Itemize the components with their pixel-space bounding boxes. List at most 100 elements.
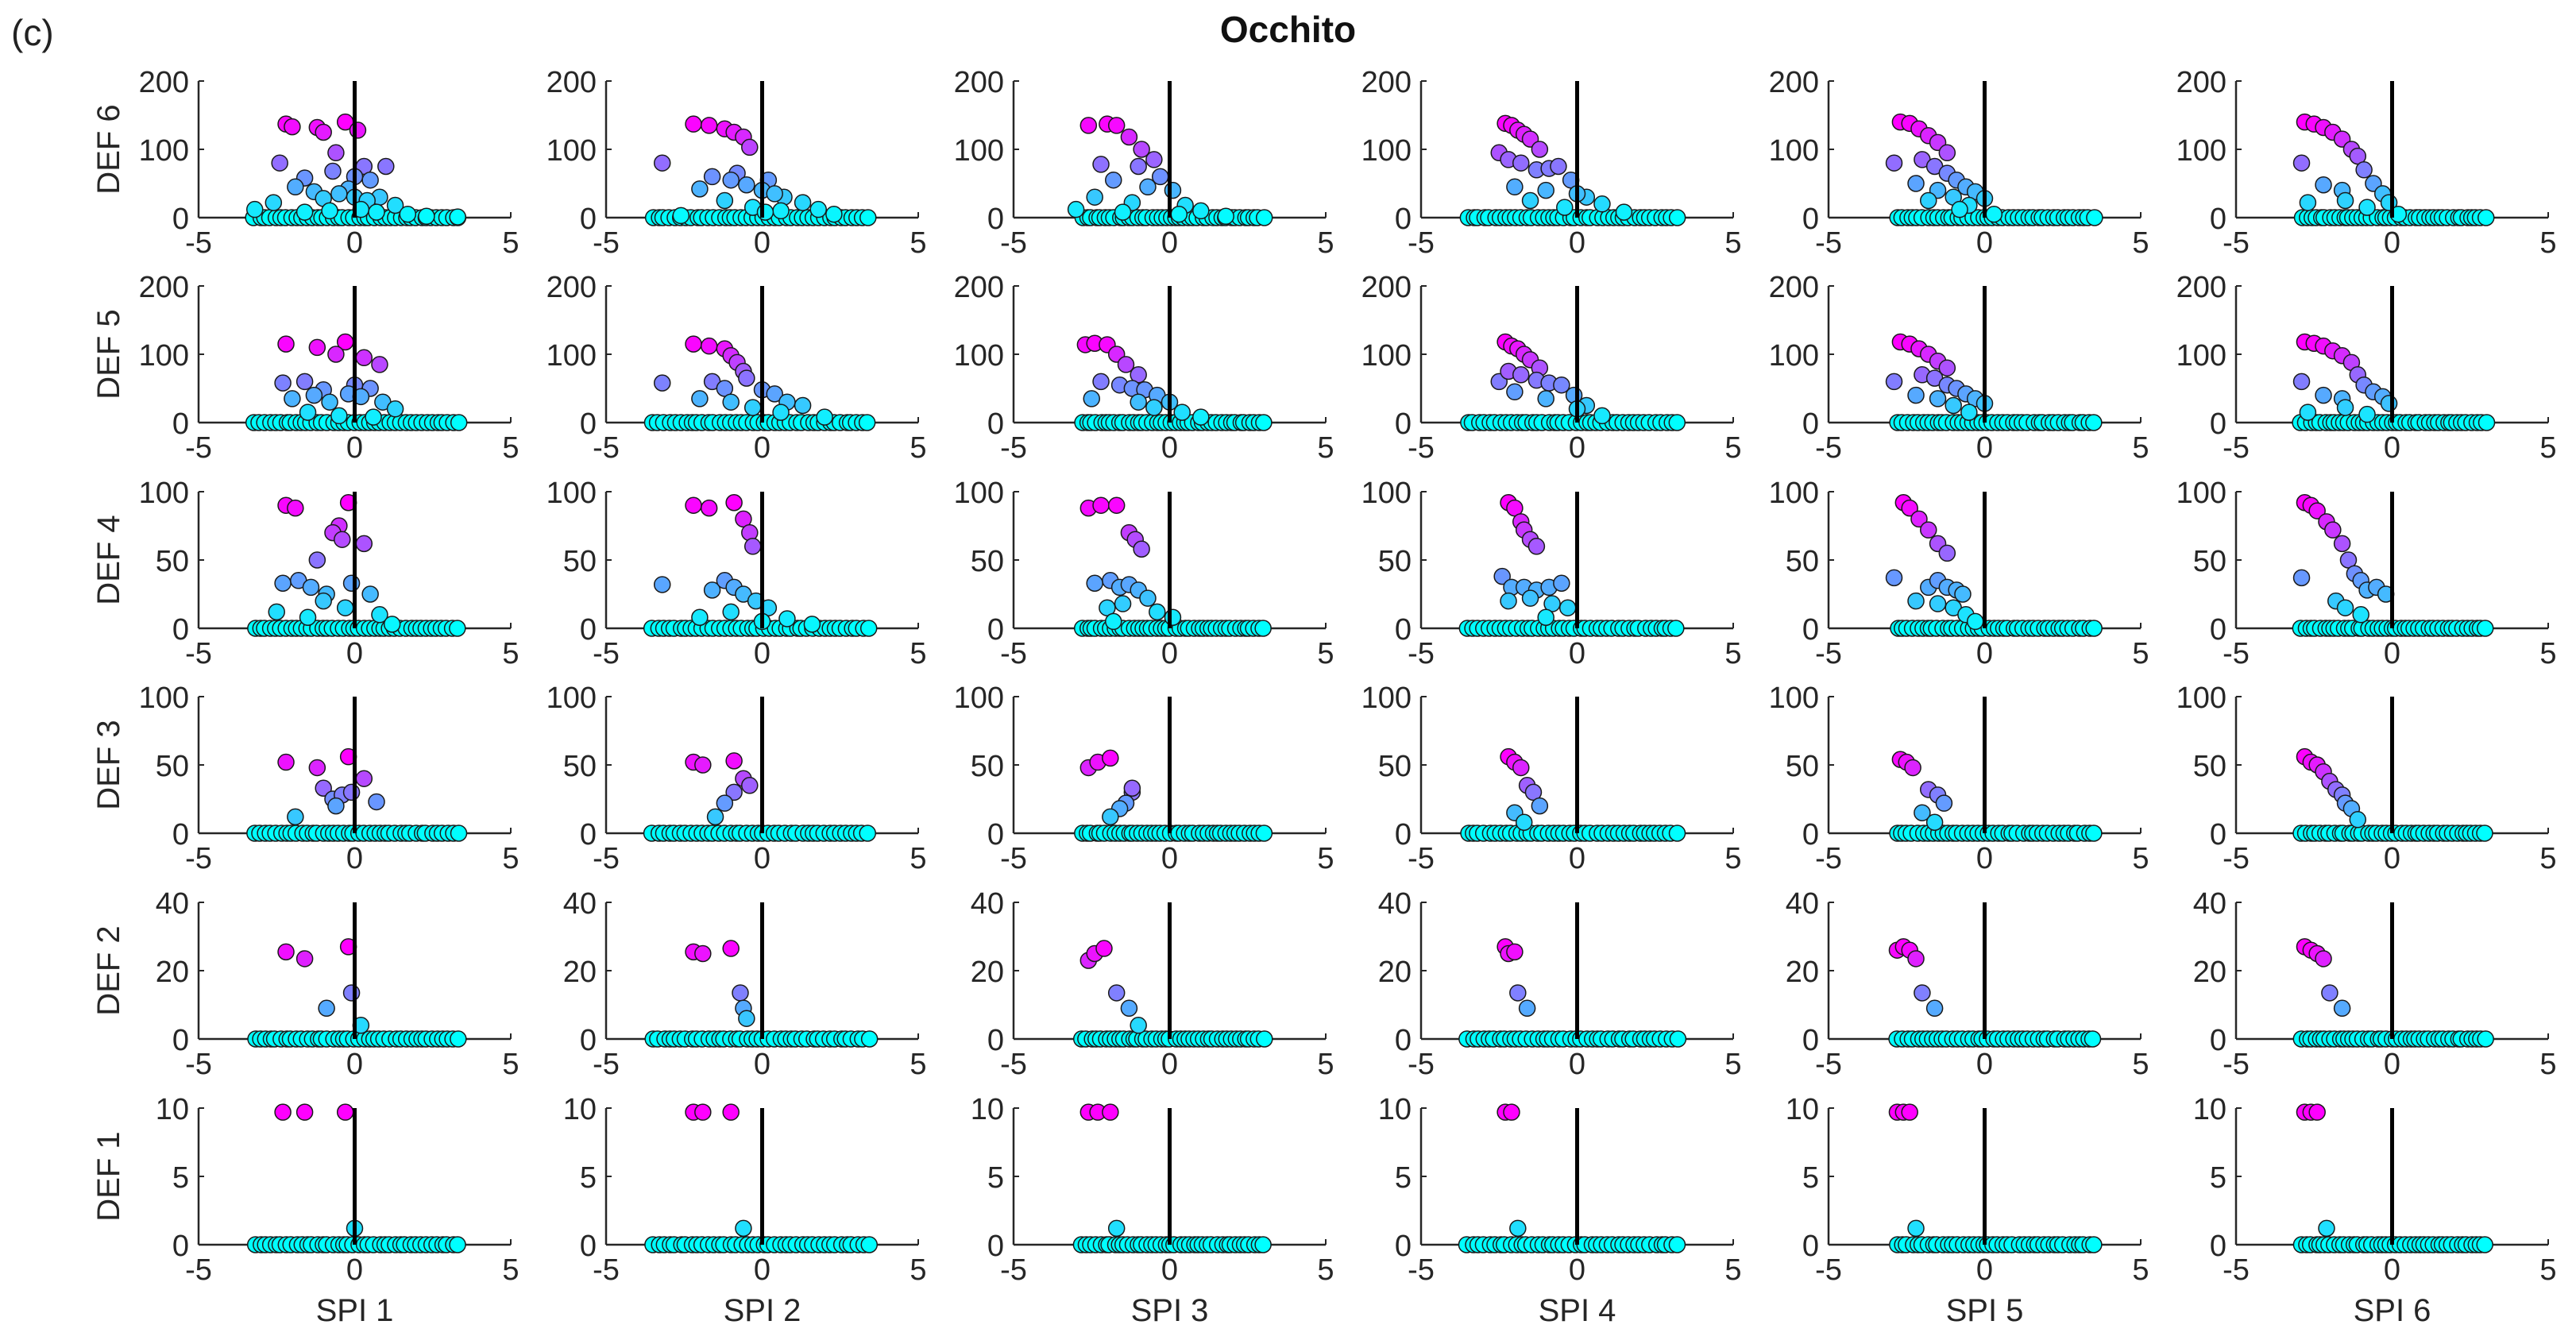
data-point <box>277 335 295 353</box>
y-tick-label: 100 <box>546 134 597 168</box>
data-point <box>743 538 762 555</box>
y-tick-label: 0 <box>2210 1230 2226 1263</box>
x-tick-label: 0 <box>1161 842 1178 875</box>
data-point <box>2299 404 2317 421</box>
x-tick-label: -5 <box>1000 637 1027 670</box>
x-tick-label: 0 <box>346 226 363 260</box>
x-tick-label: -5 <box>1000 431 1027 465</box>
data-point <box>1929 390 1947 407</box>
data-point <box>386 400 404 418</box>
data-point <box>299 404 317 421</box>
y-tick-label: 100 <box>1361 134 1412 168</box>
y-tick-label: 0 <box>2210 613 2226 647</box>
data-point <box>738 369 755 387</box>
data-point <box>1668 209 1686 226</box>
data-point <box>1192 408 1210 426</box>
y-tick-label: 20 <box>1378 956 1412 989</box>
row-label: DEF 4 <box>91 515 126 604</box>
data-point <box>321 393 338 411</box>
data-point <box>1885 154 1903 172</box>
y-tick-label: 0 <box>580 203 597 236</box>
x-tick-label: -5 <box>593 226 620 260</box>
data-point <box>274 1103 292 1121</box>
y-tick-label: 100 <box>546 339 597 373</box>
y-tick-label: 0 <box>987 613 1004 647</box>
y-tick-label: 40 <box>563 887 597 921</box>
data-point <box>859 209 877 226</box>
x-tick-label: 5 <box>910 431 926 465</box>
data-point <box>732 984 749 1002</box>
x-tick-label: -5 <box>1408 1048 1435 1081</box>
x-tick-label: 0 <box>1976 1253 1993 1287</box>
y-tick-label: 40 <box>2193 887 2226 921</box>
data-point <box>1531 141 1549 158</box>
data-point <box>1217 207 1234 226</box>
data-point <box>308 551 326 569</box>
data-point <box>694 756 712 774</box>
x-tick-label: -5 <box>2223 431 2250 465</box>
x-tick-label: 0 <box>1161 1253 1178 1287</box>
data-point <box>778 610 796 628</box>
x-tick-label: 0 <box>1161 226 1178 260</box>
x-tick-label: 0 <box>1569 226 1585 260</box>
data-point <box>302 578 320 597</box>
data-point <box>743 399 762 416</box>
data-point <box>1102 808 1119 826</box>
y-tick-label: 100 <box>139 134 189 168</box>
data-point <box>2478 414 2496 431</box>
data-point <box>368 793 385 811</box>
data-point <box>1914 984 1931 1002</box>
data-point <box>1130 157 1147 176</box>
data-point <box>1173 404 1191 421</box>
data-point <box>1885 373 1903 391</box>
data-point <box>1667 620 1685 637</box>
data-point <box>860 1030 879 1048</box>
x-tick-label: 0 <box>754 431 770 465</box>
data-point <box>1092 156 1110 173</box>
x-tick-label: 5 <box>2539 842 2556 875</box>
x-tick-label: 0 <box>2384 1048 2400 1081</box>
data-point <box>1553 574 1570 592</box>
y-tick-label: 100 <box>139 477 189 510</box>
data-point <box>371 606 388 624</box>
data-point <box>1668 1236 1686 1253</box>
x-tick-label: -5 <box>2223 1048 2250 1081</box>
x-tick-label: 5 <box>910 226 926 260</box>
x-tick-label: 0 <box>1569 842 1585 875</box>
data-point <box>287 499 304 517</box>
y-tick-label: 50 <box>971 750 1004 783</box>
data-point <box>1527 538 1546 555</box>
data-point <box>295 950 314 967</box>
data-point <box>1550 157 1567 176</box>
data-point <box>1518 999 1536 1018</box>
y-tick-label: 100 <box>1361 477 1412 510</box>
data-point <box>1556 199 1574 216</box>
data-point <box>342 574 361 592</box>
data-point <box>1102 749 1119 767</box>
data-point <box>418 207 435 226</box>
x-tick-label: -5 <box>1408 1253 1435 1287</box>
row-label: DEF 5 <box>91 309 126 399</box>
y-tick-label: 0 <box>1395 203 1412 236</box>
data-point <box>1107 117 1126 134</box>
y-tick-label: 0 <box>987 203 1004 236</box>
data-point <box>315 779 332 797</box>
data-point <box>859 825 876 842</box>
data-point <box>2085 414 2103 431</box>
data-point <box>766 385 783 403</box>
data-point <box>271 154 288 172</box>
data-point <box>2380 395 2398 412</box>
y-tick-label: 0 <box>1802 1230 1819 1263</box>
x-tick-label: 5 <box>910 842 926 875</box>
data-point <box>371 356 388 373</box>
column-label: SPI 6 <box>2354 1293 2431 1328</box>
y-tick-label: 100 <box>2176 339 2226 373</box>
y-tick-label: 100 <box>139 339 189 373</box>
data-point <box>1907 175 1925 192</box>
